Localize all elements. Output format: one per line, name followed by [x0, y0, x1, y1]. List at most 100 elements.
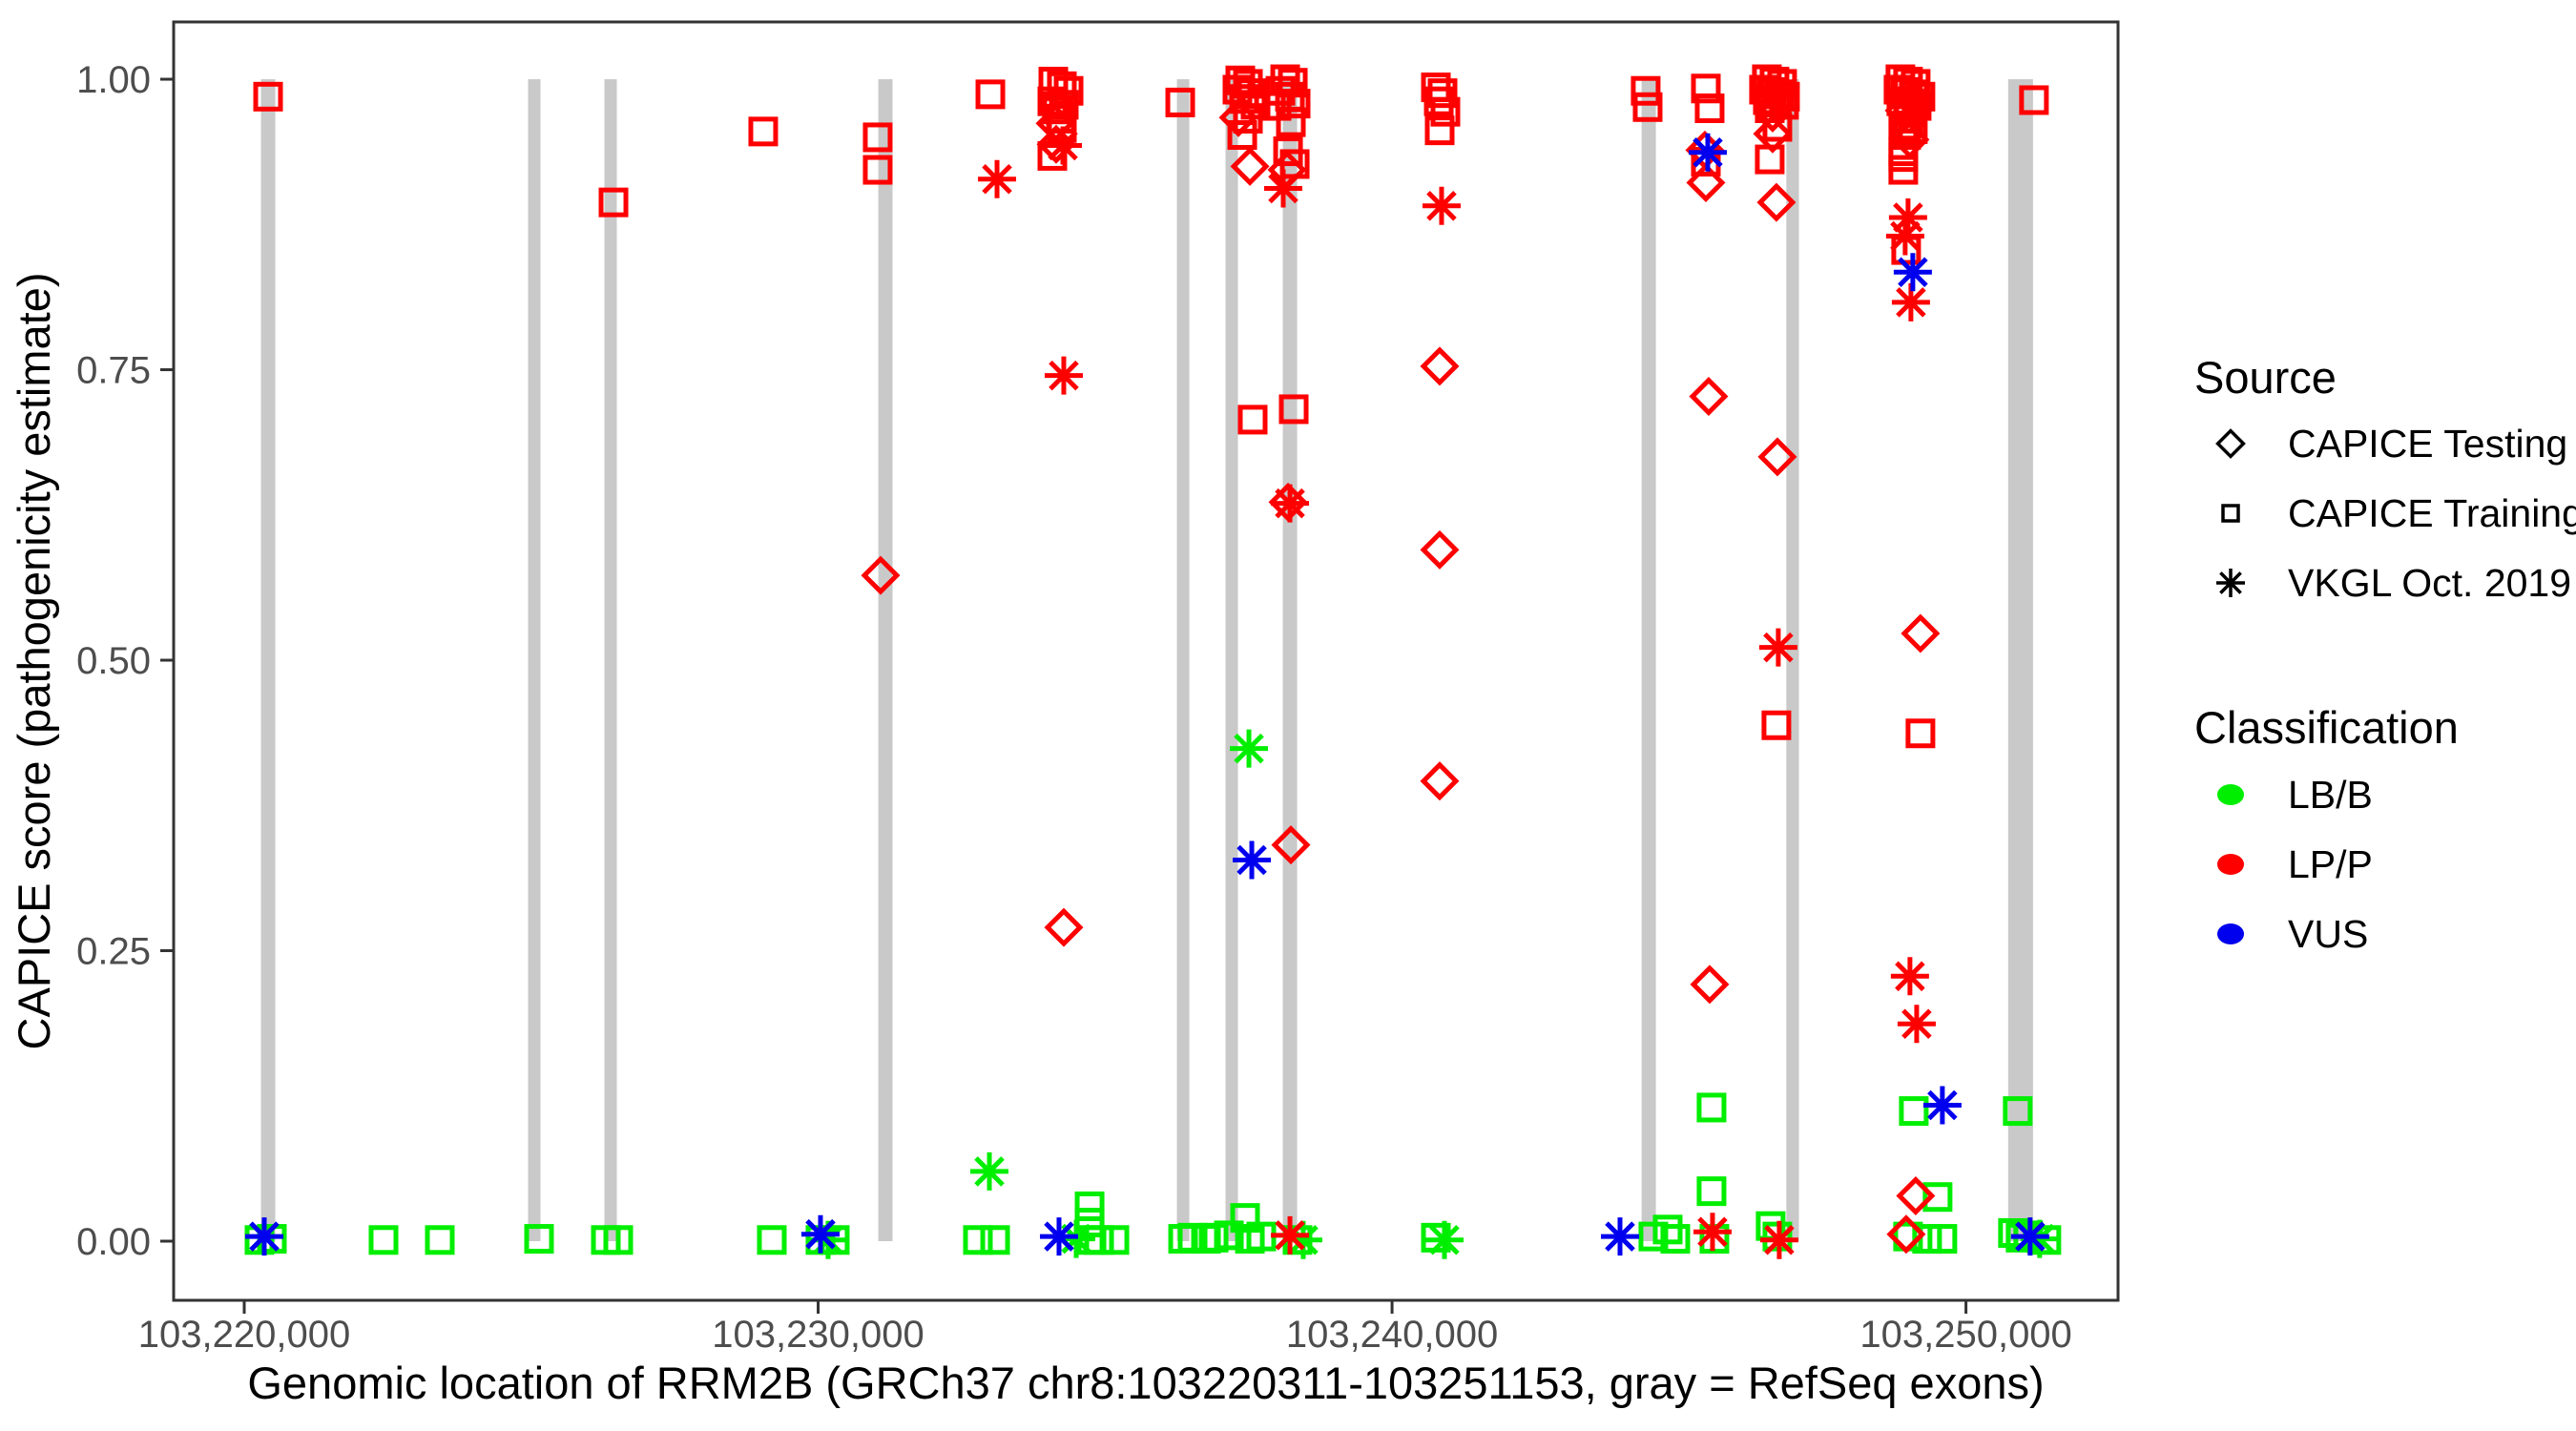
- y-tick-label: 0.75: [76, 350, 151, 392]
- point-square-training: [2019, 85, 2049, 115]
- point-square-training: [1165, 87, 1195, 117]
- point-square-training: [1084, 1225, 1114, 1255]
- point-diamond-testing: [1230, 146, 1270, 186]
- legend-item-label: LB/B: [2288, 773, 2373, 817]
- point-diamond-testing: [1420, 346, 1460, 386]
- point-diamond-testing: [1757, 437, 1797, 477]
- point-asterisk-vkgl: [1422, 186, 1461, 225]
- point-diamond-testing: [1686, 162, 1726, 202]
- point-diamond-testing: [1901, 613, 1941, 653]
- point-square-training: [1755, 144, 1785, 175]
- point-square-training: [1899, 1096, 1929, 1127]
- exon-bar: [1641, 79, 1656, 1242]
- legend-item-label: VUS: [2288, 912, 2368, 956]
- point-square-training: [1691, 73, 1721, 104]
- point-asterisk-vkgl: [1264, 169, 1303, 208]
- legend-item-vus: VUS: [2217, 912, 2368, 956]
- lbb-dot-icon: [2217, 784, 2244, 805]
- point-square-training: [1424, 115, 1455, 146]
- point-asterisk-vkgl: [1888, 197, 1927, 237]
- point-square-training: [1280, 89, 1311, 119]
- point-square-training: [862, 122, 893, 153]
- exon-bar: [1786, 79, 1799, 1242]
- refseq-exon-bars: [260, 79, 2033, 1242]
- x-axis-ticks: 103,220,000 103,230,000 103,240,000 103,250…: [138, 1300, 2072, 1356]
- legend-item-lpp: LP/P: [2217, 842, 2373, 886]
- exon-bar: [528, 79, 541, 1242]
- point-asterisk-vkgl: [1230, 729, 1269, 768]
- point-square-training: [1660, 1224, 1691, 1255]
- y-axis-ticks: 0.00 0.25 0.50 0.75 1.00: [76, 59, 174, 1263]
- point-asterisk-vkgl: [1424, 1220, 1464, 1259]
- point-square-training: [244, 1225, 275, 1255]
- point-square-training: [1233, 103, 1263, 134]
- point-diamond-testing: [1886, 1214, 1926, 1255]
- point-asterisk-vkgl: [1893, 253, 1932, 292]
- plot-panel-border: [172, 20, 2120, 1302]
- y-axis-title: CAPICE score (pathogenicity estimate): [9, 273, 59, 1050]
- point-square-training: [1074, 1191, 1105, 1221]
- point-square-training: [1922, 1182, 1953, 1213]
- point-asterisk-vkgl: [1897, 1005, 1936, 1044]
- diamond-icon: [2215, 428, 2246, 459]
- point-square-training: [524, 1224, 554, 1255]
- point-square-training: [1761, 710, 1792, 740]
- x-tick-label: 103,250,000: [1859, 1314, 2071, 1356]
- exon-bar: [604, 79, 617, 1242]
- point-square-training: [253, 81, 283, 112]
- point-asterisk-vkgl: [1890, 957, 1929, 996]
- x-tick-label: 103,230,000: [712, 1314, 924, 1356]
- square-icon: [2221, 504, 2240, 523]
- point-square-training: [1652, 1214, 1683, 1245]
- legend-item-label: VKGL Oct. 2019: [2288, 561, 2571, 605]
- point-square-training: [1237, 404, 1268, 435]
- point-square-training: [1276, 107, 1306, 137]
- exon-bar: [878, 79, 893, 1242]
- point-asterisk-vkgl: [1759, 1220, 1798, 1259]
- data-points: [244, 64, 2062, 1259]
- point-square-training: [1227, 120, 1257, 151]
- point-diamond-testing: [1689, 377, 1729, 417]
- legend-item-label: CAPICE Testing: [2288, 422, 2567, 466]
- point-diamond-testing: [1271, 825, 1311, 865]
- point-square-training: [980, 1225, 1010, 1255]
- point-asterisk-vkgl: [970, 1151, 1009, 1191]
- point-square-training: [1905, 718, 1936, 749]
- point-square-training: [603, 1225, 634, 1255]
- y-tick-label: 0.00: [76, 1221, 151, 1263]
- point-asterisk-vkgl: [1891, 282, 1930, 321]
- legend-source-title: Source: [2194, 352, 2337, 403]
- point-square-training: [1099, 1225, 1130, 1255]
- legend-item-label: CAPICE Training: [2288, 491, 2576, 535]
- point-asterisk-vkgl: [1271, 1215, 1310, 1255]
- exon-bar: [2007, 79, 2033, 1242]
- point-asterisk-vkgl: [1271, 484, 1310, 523]
- y-tick-label: 0.25: [76, 931, 151, 973]
- point-square-training: [1430, 96, 1461, 127]
- x-axis-title: Genomic location of RRM2B (GRCh37 chr8:1…: [247, 1358, 2044, 1408]
- point-square-training: [1927, 1224, 1958, 1255]
- point-diamond-testing: [1690, 964, 1730, 1005]
- point-diamond-testing: [1753, 114, 1793, 154]
- point-asterisk-vkgl: [1233, 840, 1272, 880]
- point-square-training: [757, 1225, 787, 1255]
- exon-bar: [1282, 79, 1298, 1242]
- y-tick-label: 0.50: [76, 640, 151, 682]
- point-square-training: [1632, 92, 1663, 122]
- exon-bar: [1225, 79, 1238, 1242]
- point-asterisk-vkgl: [1693, 1213, 1732, 1252]
- point-asterisk-vkgl: [1922, 1086, 1962, 1125]
- exon-bar: [1176, 79, 1190, 1242]
- point-asterisk-vkgl: [978, 159, 1017, 198]
- point-diamond-testing: [1896, 1175, 1936, 1216]
- point-square-training: [1042, 94, 1072, 125]
- point-square-training: [1631, 75, 1661, 106]
- legend: Source CAPICE Testing CAPICE Training VK…: [2194, 352, 2576, 956]
- legend-classification-title: Classification: [2194, 702, 2459, 753]
- point-asterisk-vkgl: [1688, 133, 1727, 172]
- point-square-training: [1198, 1222, 1229, 1253]
- point-square-training: [425, 1225, 455, 1255]
- legend-item-vkgl: VKGL Oct. 2019: [2216, 561, 2571, 605]
